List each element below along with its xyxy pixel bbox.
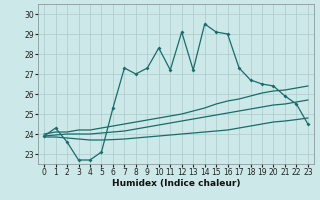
X-axis label: Humidex (Indice chaleur): Humidex (Indice chaleur) bbox=[112, 179, 240, 188]
